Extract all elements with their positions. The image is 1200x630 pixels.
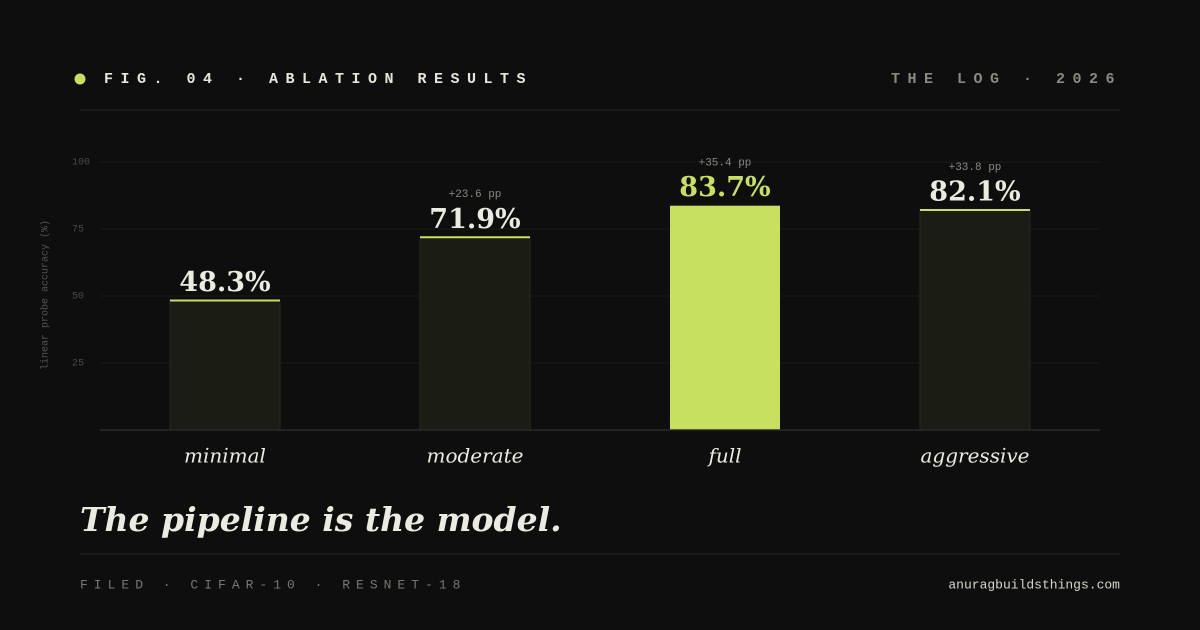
footer-meta: FILED · CIFAR-10 · RESNET-18 xyxy=(80,577,466,592)
bar xyxy=(169,300,281,431)
bar xyxy=(670,205,780,430)
y-tick-label: 50 xyxy=(72,292,84,303)
delta-label: +23.6 pp xyxy=(449,189,502,201)
plot: 25 50 75 100 minimal 48.3% moderate 71.9% +23.6 … xyxy=(72,158,1100,468)
delta-label: +33.8 pp xyxy=(949,162,1002,174)
value-label: 71.9% xyxy=(429,204,520,235)
value-label: 48.3% xyxy=(179,267,270,298)
y-tick-label: 100 xyxy=(72,158,90,169)
value-label: 82.1% xyxy=(929,176,1020,207)
x-tick-label: minimal xyxy=(184,444,266,468)
issue-label: THE LOG · 2026 xyxy=(891,71,1122,88)
value-label: 83.7% xyxy=(679,172,770,203)
headline: The pipeline is the model. xyxy=(80,500,562,539)
y-tick-label: 25 xyxy=(72,359,84,370)
x-tick-label: moderate xyxy=(426,444,523,468)
figure-title: FIG. 04 · ABLATION RESULTS xyxy=(104,71,533,88)
y-tick-label: 75 xyxy=(72,225,84,236)
accent-dot xyxy=(74,73,86,85)
delta-label: +35.4 pp xyxy=(699,158,752,170)
x-tick-label: aggressive xyxy=(921,444,1030,468)
bar xyxy=(919,209,1031,431)
bar xyxy=(419,236,531,431)
x-tick-label: full xyxy=(706,444,741,468)
y-axis-label: linear probe accuracy (%) xyxy=(40,220,52,370)
footer-site: anuragbuildsthings.com xyxy=(948,577,1120,592)
